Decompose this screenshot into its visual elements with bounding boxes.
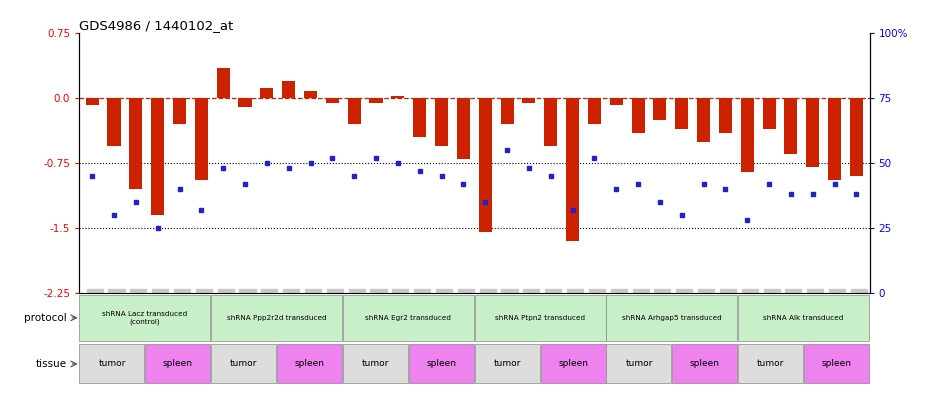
Bar (108, 98, 121, 146)
Bar (348, 98, 361, 124)
Bar (610, 98, 623, 105)
Bar (151, 98, 165, 215)
Bar (282, 81, 295, 98)
Text: spleen: spleen (163, 360, 193, 368)
Text: protocol: protocol (24, 313, 67, 323)
Text: tumor: tumor (230, 360, 258, 368)
Bar (173, 98, 186, 124)
Bar (523, 98, 536, 103)
Bar (828, 98, 841, 180)
Bar (304, 91, 317, 98)
Bar (413, 98, 426, 137)
Text: spleen: spleen (821, 360, 852, 368)
Bar (457, 98, 470, 159)
Bar (79, 295, 210, 341)
Bar (86, 98, 99, 105)
Bar (740, 98, 754, 172)
Bar (588, 98, 601, 124)
Bar (474, 344, 539, 384)
Bar (326, 98, 339, 103)
Bar (544, 98, 557, 146)
Bar (479, 98, 492, 232)
Bar (145, 344, 210, 384)
Bar (850, 98, 863, 176)
Text: shRNA Egr2 transduced: shRNA Egr2 transduced (365, 315, 451, 321)
Bar (672, 344, 737, 384)
Text: spleen: spleen (426, 360, 457, 368)
Text: tumor: tumor (757, 360, 784, 368)
Bar (129, 98, 142, 189)
Bar (343, 295, 474, 341)
Bar (211, 295, 342, 341)
Bar (540, 344, 605, 384)
Text: tumor: tumor (494, 360, 521, 368)
Bar (260, 88, 273, 98)
Bar (738, 344, 804, 384)
Bar (238, 98, 251, 107)
Bar (409, 344, 474, 384)
Text: shRNA Alk transduced: shRNA Alk transduced (764, 315, 844, 321)
Bar (719, 98, 732, 133)
Text: shRNA Arhgap5 transduced: shRNA Arhgap5 transduced (622, 315, 722, 321)
Text: shRNA Ptpn2 transduced: shRNA Ptpn2 transduced (495, 315, 585, 321)
Text: shRNA Lacz transduced
(control): shRNA Lacz transduced (control) (102, 311, 188, 325)
Text: GDS4986 / 1440102_at: GDS4986 / 1440102_at (79, 19, 233, 32)
Bar (698, 98, 711, 141)
Bar (79, 344, 144, 384)
Bar (343, 344, 408, 384)
Bar (566, 98, 579, 241)
Bar (806, 98, 819, 167)
Text: spleen: spleen (690, 360, 720, 368)
Bar (277, 344, 342, 384)
Bar (474, 295, 605, 341)
Bar (435, 98, 448, 146)
Text: spleen: spleen (295, 360, 325, 368)
Text: tissue: tissue (36, 359, 67, 369)
Bar (606, 295, 737, 341)
Bar (675, 98, 688, 129)
Text: tumor: tumor (362, 360, 389, 368)
Bar (631, 98, 644, 133)
Text: tumor: tumor (625, 360, 653, 368)
Bar (392, 95, 405, 98)
Bar (369, 98, 382, 103)
Text: spleen: spleen (558, 360, 588, 368)
Bar (654, 98, 667, 120)
Bar (763, 98, 776, 129)
Bar (804, 344, 870, 384)
Bar (784, 98, 798, 154)
Bar (606, 344, 671, 384)
Bar (194, 98, 208, 180)
Bar (217, 68, 230, 98)
Bar (211, 344, 276, 384)
Bar (500, 98, 513, 124)
Text: shRNA Ppp2r2d transduced: shRNA Ppp2r2d transduced (227, 315, 326, 321)
Text: tumor: tumor (99, 360, 126, 368)
Bar (738, 295, 870, 341)
